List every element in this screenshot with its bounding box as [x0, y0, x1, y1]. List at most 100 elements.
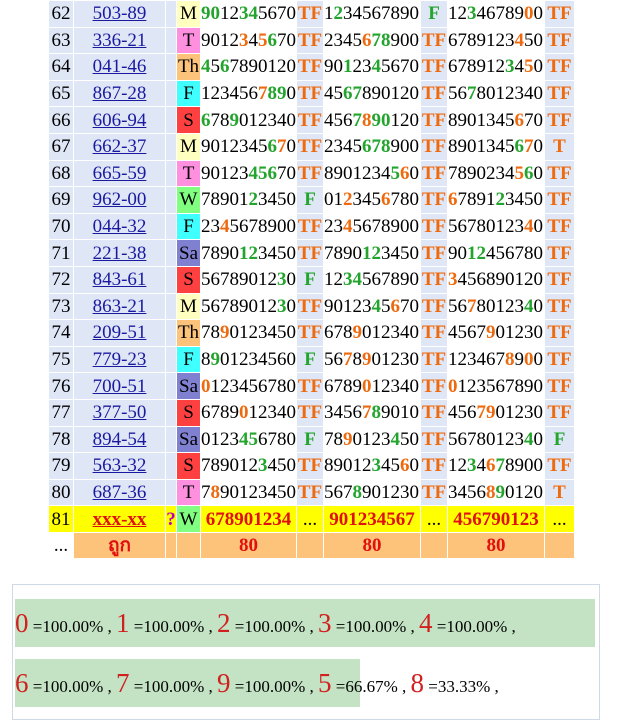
digit: 4 — [448, 322, 458, 344]
digit: 7 — [210, 402, 221, 424]
draw-code-link[interactable]: 867-28 — [92, 83, 147, 105]
digit: 2 — [476, 242, 487, 264]
result-2: TF — [420, 106, 448, 134]
draw-code-link[interactable]: 665-59 — [92, 162, 147, 184]
draw-code-link[interactable]: 221-38 — [92, 242, 147, 264]
digit: 4 — [248, 162, 259, 184]
draw-code-link[interactable]: xxx-xx — [92, 508, 147, 530]
draw-code-link[interactable]: 044-32 — [92, 216, 147, 238]
digit: 2 — [390, 349, 401, 371]
expand-ellipsis[interactable]: ... — [48, 531, 74, 560]
draw-code-cell: 779-23 — [73, 345, 166, 374]
digit: 4 — [495, 136, 506, 158]
digit: 5 — [248, 428, 259, 450]
weekday-badge: M — [176, 292, 201, 321]
digit-set-3: 6789123450 — [447, 26, 545, 55]
draw-code-link[interactable]: 503-89 — [92, 3, 147, 25]
digit: 0 — [533, 216, 544, 238]
digit: 3 — [239, 162, 249, 184]
digit: 8 — [448, 136, 458, 158]
digit: 7 — [258, 83, 268, 105]
draw-code-link[interactable]: 041-46 — [92, 56, 147, 78]
digit: 2 — [457, 455, 468, 477]
digit: 9 — [277, 83, 287, 105]
digit: 0 — [362, 322, 372, 344]
digit: 6 — [362, 136, 372, 158]
draw-code-link[interactable]: 863-21 — [92, 295, 147, 317]
table-row: 68 665-59 T 9012345670 TF 8901234560 TF 7890234… — [48, 159, 575, 188]
digit: 3 — [514, 428, 525, 450]
result-2: TF — [420, 265, 448, 294]
digit: 3 — [352, 189, 363, 211]
digit: 9 — [201, 162, 211, 184]
digit: 7 — [457, 189, 468, 211]
digit: 6 — [457, 295, 468, 317]
draw-code-link[interactable]: 687-36 — [92, 481, 147, 503]
digit: 5 — [362, 269, 372, 291]
digit: 0 — [343, 455, 353, 477]
result-1: TF — [296, 398, 324, 427]
row-number: 63 — [48, 26, 74, 55]
draw-code-cell: 221-38 — [73, 239, 166, 267]
digit: 2 — [248, 322, 259, 344]
digit: 0 — [286, 136, 296, 158]
spacer-cell — [165, 239, 177, 267]
summary-digit: 2 — [217, 608, 231, 638]
digit: 0 — [409, 481, 420, 503]
digit: 2 — [258, 109, 268, 131]
row-number: 67 — [48, 132, 74, 161]
digit: 0 — [524, 3, 534, 25]
draw-code-link[interactable]: 843-61 — [92, 269, 147, 291]
digit: 8 — [390, 3, 401, 25]
digit: 0 — [362, 375, 372, 397]
digit: 3 — [277, 269, 287, 291]
digit: 7 — [333, 322, 344, 344]
digit: 3 — [324, 402, 334, 424]
result-1: TF — [296, 53, 324, 81]
draw-code-link[interactable]: 336-21 — [92, 29, 147, 51]
digit: 6 — [267, 162, 278, 184]
result-3: TF — [544, 79, 575, 108]
digit: 9 — [267, 216, 278, 238]
digit: 9 — [362, 349, 372, 371]
result-3: TF — [544, 186, 575, 214]
result-1: TF — [296, 106, 324, 134]
digit: 2 — [333, 269, 344, 291]
digit: 4 — [267, 189, 278, 211]
row-number: 74 — [48, 319, 74, 347]
draw-code-link[interactable]: 377-50 — [92, 402, 147, 424]
result-3: TF — [544, 452, 575, 480]
digit: 1 — [495, 83, 506, 105]
digit: 5 — [352, 136, 363, 158]
digit: 1 — [371, 322, 382, 344]
digit: 2 — [267, 295, 278, 317]
row-number: 73 — [48, 292, 74, 321]
digit: 0 — [533, 242, 544, 264]
digit: 6 — [486, 455, 496, 477]
result-2: TF — [420, 159, 448, 188]
draw-code-link[interactable]: 962-00 — [92, 189, 147, 211]
digit: 6 — [505, 242, 515, 264]
digit: 4 — [248, 3, 259, 25]
digit: 3 — [505, 56, 515, 78]
digit: 5 — [333, 83, 344, 105]
spacer-cell — [165, 531, 177, 560]
draw-code-link[interactable]: 700-51 — [92, 375, 147, 397]
digit: 6 — [324, 375, 334, 397]
digit: 0 — [286, 269, 296, 291]
digit: 4 — [400, 322, 410, 344]
digit: 0 — [533, 322, 544, 344]
draw-code-link[interactable]: 894-54 — [92, 428, 147, 450]
digit: 1 — [248, 109, 259, 131]
digit: 1 — [229, 349, 240, 371]
table-row: 65 867-28 F 1234567890 TF 4567890120 TF 5678012… — [48, 79, 575, 108]
digit: 6 — [448, 189, 458, 211]
draw-code-link[interactable]: 209-51 — [92, 322, 147, 344]
draw-code-link[interactable]: 779-23 — [92, 349, 147, 371]
draw-code-link[interactable]: 606-94 — [92, 109, 147, 131]
draw-code-link[interactable]: 662-37 — [92, 136, 147, 158]
digit-set-3: 5678012340 — [447, 212, 545, 241]
spacer-cell — [165, 452, 177, 480]
draw-code-link[interactable]: 563-32 — [92, 455, 147, 477]
digit: 6 — [486, 3, 496, 25]
